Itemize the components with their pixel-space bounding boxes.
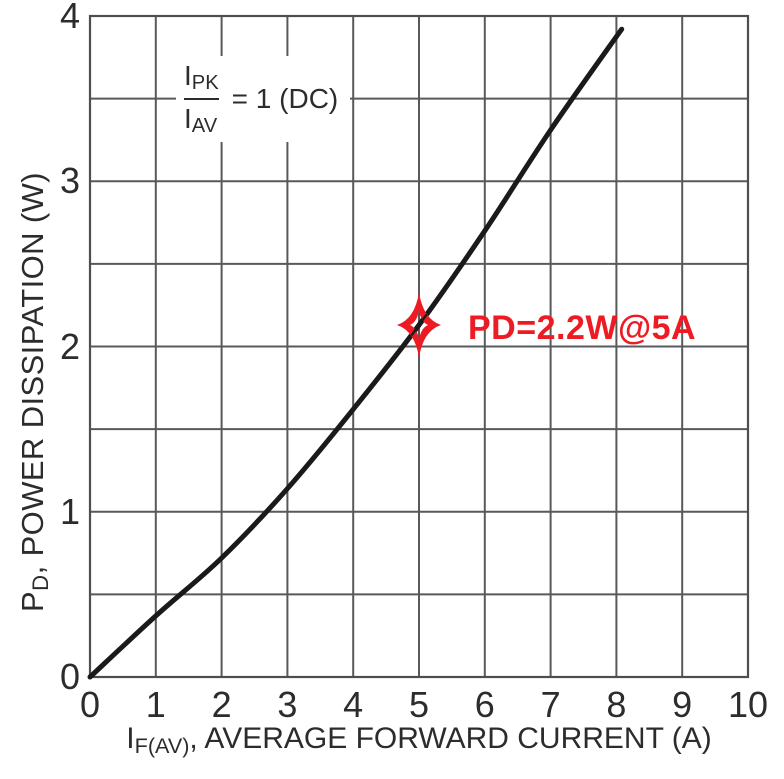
fraction-denominator: IAV bbox=[184, 103, 218, 138]
dissipation-curve bbox=[87, 26, 625, 680]
x-tick-label: 0 bbox=[79, 684, 101, 725]
x-tick-label: 4 bbox=[343, 684, 364, 725]
x-tick-label: 9 bbox=[672, 684, 693, 725]
ratio-fraction: IPK IAV bbox=[184, 57, 219, 141]
y-axis-title: PD, POWER DISSIPATION (W) bbox=[15, 171, 53, 613]
y-title-rest: , POWER DISSIPATION (W) bbox=[15, 171, 50, 575]
x-axis-title: IF(AV), AVERAGE FORWARD CURRENT (A) bbox=[126, 722, 712, 758]
ratio-annotation: IPK IAV = 1 (DC) bbox=[176, 56, 351, 142]
y-tick-label: 0 bbox=[59, 656, 80, 697]
x-tick-label: 5 bbox=[408, 684, 430, 725]
x-tick-label: 2 bbox=[211, 684, 232, 725]
y-tick-label: 4 bbox=[59, 0, 80, 36]
star-outline bbox=[397, 292, 441, 358]
x-title-prefix: I bbox=[126, 722, 135, 755]
plot-border bbox=[88, 14, 750, 679]
marker-label: PD=2.2W@5A bbox=[468, 309, 697, 347]
x-tick-label: 1 bbox=[145, 684, 166, 725]
y-tick-label: 1 bbox=[59, 490, 80, 532]
y-title-prefix: P bbox=[15, 590, 50, 613]
star-marker-icon bbox=[397, 292, 441, 358]
x-tick-label: 7 bbox=[540, 684, 561, 725]
y-tick-label: 2 bbox=[59, 325, 80, 367]
x-tick-label: 3 bbox=[277, 684, 298, 725]
curve-through-marker bbox=[410, 314, 428, 336]
fraction-bar bbox=[184, 98, 219, 100]
x-tick-label: 8 bbox=[606, 684, 627, 725]
y-tick-label: 3 bbox=[59, 160, 80, 202]
ratio-equals-text: = 1 (DC) bbox=[231, 83, 339, 114]
y-title-subscript: D bbox=[27, 574, 53, 591]
x-tick-label: 6 bbox=[474, 684, 495, 725]
fraction-numerator: IPK bbox=[184, 60, 219, 95]
x-title-rest: , AVERAGE FORWARD CURRENT (A) bbox=[189, 722, 712, 755]
x-tick-label: 10 bbox=[727, 684, 769, 725]
x-title-subscript: F(AV) bbox=[134, 732, 190, 758]
